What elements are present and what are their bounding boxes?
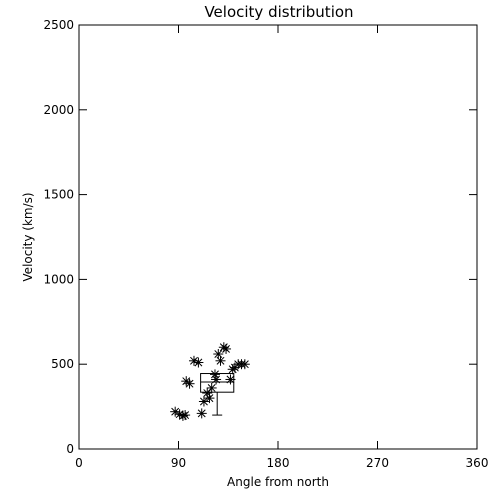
point-3 xyxy=(180,410,191,421)
y-axis-label: Velocity (km/s) xyxy=(21,192,35,281)
y-tick-label-0: 0 xyxy=(66,442,74,456)
y-tick-label-1: 500 xyxy=(51,357,74,371)
point-18 xyxy=(221,343,232,354)
point-9 xyxy=(198,396,209,407)
plot-frame xyxy=(78,24,478,450)
x-tick-label-3: 270 xyxy=(366,456,389,470)
y-tick-label-3: 1500 xyxy=(43,188,74,202)
point-14 xyxy=(211,374,222,385)
y-tick-label-4: 2000 xyxy=(43,103,74,117)
point-19 xyxy=(225,374,236,385)
point-5 xyxy=(184,378,195,389)
point-24 xyxy=(239,359,250,370)
point-6 xyxy=(188,355,199,366)
axis-ticks: 0 90 180 270 360 0 500 1000 1500 2000 2500 xyxy=(43,18,488,470)
point-16 xyxy=(215,355,226,366)
x-tick-label-2: 180 xyxy=(267,456,290,470)
point-7 xyxy=(193,357,204,368)
x-tick-label-4: 360 xyxy=(466,456,489,470)
y-tick-label-2: 1000 xyxy=(43,272,74,286)
data-points xyxy=(170,342,250,421)
point-8 xyxy=(196,408,207,419)
y-tick-label-5: 2500 xyxy=(43,18,74,32)
chart-title: Velocity distribution xyxy=(204,3,353,21)
point-11 xyxy=(204,393,215,404)
point-13 xyxy=(209,369,220,380)
x-tick-label-0: 0 xyxy=(75,456,83,470)
point-12 xyxy=(206,382,217,393)
x-axis-label: Angle from north xyxy=(227,475,329,489)
x-tick-label-1: 90 xyxy=(171,456,186,470)
point-15 xyxy=(213,349,224,360)
